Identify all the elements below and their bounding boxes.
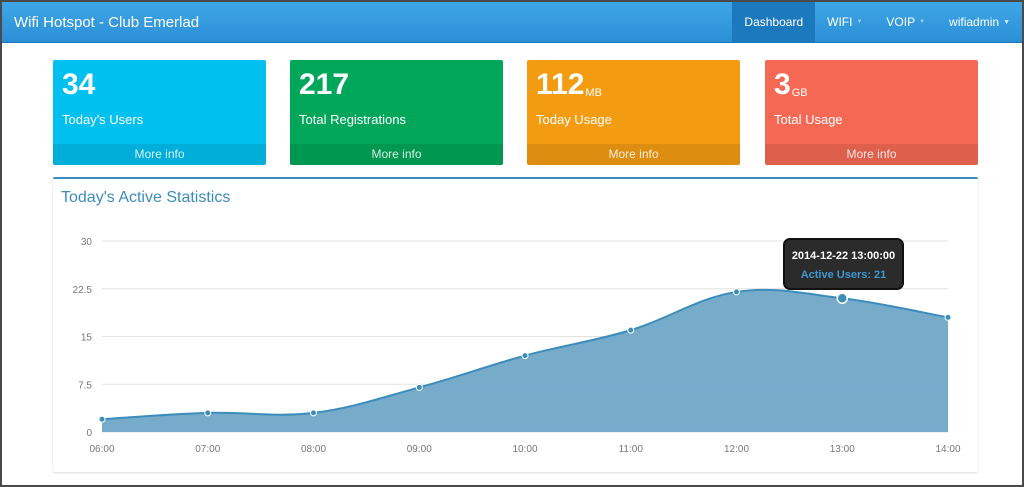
x-tick-label: 14:00 xyxy=(935,444,960,455)
x-tick-label: 07:00 xyxy=(195,444,220,455)
app-title[interactable]: Wifi Hotspot - Club Emerlad xyxy=(14,14,200,31)
panel-title: Today's Active Statistics xyxy=(61,189,231,206)
data-point xyxy=(98,415,106,423)
x-tick-label: 09:00 xyxy=(407,444,432,455)
data-point xyxy=(944,313,952,321)
nav-voip-dropdown[interactable]: VOIP ▼ xyxy=(874,2,937,43)
data-point xyxy=(627,326,635,334)
stat-label: Today Usage xyxy=(536,112,612,127)
more-info-link[interactable]: More info xyxy=(53,144,266,165)
tooltip-value: Active Users: 21 xyxy=(800,269,887,281)
nav-dashboard[interactable]: Dashboard xyxy=(732,2,816,43)
x-tick-label: 13:00 xyxy=(830,444,855,455)
caret-down-icon: ▼ xyxy=(856,19,863,25)
more-info-link[interactable]: More info xyxy=(290,144,503,165)
stat-value: 34 xyxy=(62,68,96,101)
data-point xyxy=(204,409,212,417)
nav-wifi-dropdown[interactable]: WIFI ▼ xyxy=(815,2,874,43)
more-info-link[interactable]: More info xyxy=(527,144,740,165)
nav-voip-label: VOIP xyxy=(886,15,916,29)
y-tick-label: 22.5 xyxy=(73,285,93,296)
caret-down-icon: ▼ xyxy=(1003,19,1010,26)
stat-box-total-registrations: 217 Total Registrations More info xyxy=(290,60,503,165)
user-menu-label: wifiadmin xyxy=(949,15,1000,29)
caret-down-icon: ▼ xyxy=(919,19,926,25)
data-point xyxy=(521,352,529,360)
y-tick-label: 0 xyxy=(86,428,92,439)
nav-dashboard-label: Dashboard xyxy=(744,15,804,29)
data-point xyxy=(310,409,317,417)
stat-value: 112MB xyxy=(536,68,602,101)
x-tick-label: 08:00 xyxy=(301,444,326,455)
stat-box-today-usage: 112MB Today Usage More info xyxy=(527,60,740,165)
y-tick-label: 7.5 xyxy=(78,380,92,391)
stat-label: Today's Users xyxy=(62,112,144,127)
stat-value: 3GB xyxy=(774,68,808,101)
stat-label: Total Usage xyxy=(774,112,843,127)
stat-box-todays-users: 34 Today's Users More info xyxy=(53,60,266,165)
user-menu-dropdown[interactable]: wifiadmin ▼ xyxy=(937,2,1022,43)
more-info-link[interactable]: More info xyxy=(765,144,978,165)
data-point xyxy=(733,288,740,296)
tooltip-date: 2014-12-22 13:00:00 xyxy=(791,250,896,262)
data-point xyxy=(415,383,423,391)
x-tick-label: 06:00 xyxy=(89,444,114,455)
top-navbar: Wifi Hotspot - Club Emerlad Dashboard WI… xyxy=(2,2,1022,43)
stat-value: 217 xyxy=(299,68,350,101)
nav-wifi-label: WIFI xyxy=(827,15,853,29)
x-tick-label: 12:00 xyxy=(724,444,749,455)
stat-box-total-usage: 3GB Total Usage More info xyxy=(765,60,978,165)
x-tick-label: 11:00 xyxy=(619,444,644,455)
y-tick-label: 15 xyxy=(81,333,93,344)
chart-tooltip: 2014-12-22 13:00:00 Active Users: 21 xyxy=(783,238,904,290)
highlighted-point xyxy=(836,292,848,305)
area-fill xyxy=(102,289,948,432)
x-tick-label: 10:00 xyxy=(512,444,537,455)
stat-label: Total Registrations xyxy=(299,112,406,127)
nav-menu: Dashboard WIFI ▼ VOIP ▼ wifiadmin ▼ xyxy=(732,2,1022,43)
y-tick-label: 30 xyxy=(81,237,93,248)
